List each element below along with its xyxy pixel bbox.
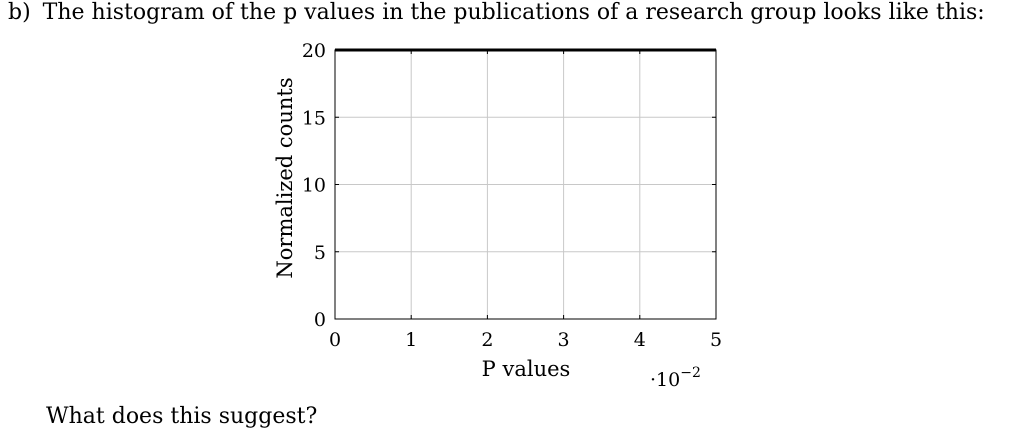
x-tick-label: 0 [329,329,341,351]
x-axis-scale-factor: ·10−2 [650,365,701,391]
x-tick-label: 3 [558,329,570,351]
y-tick-label: 0 [314,309,326,331]
x-axis-scale-base: ·10 [650,369,680,391]
y-axis-label: Normalized counts [273,77,297,278]
question-text: b) The histogram of the p values in the p… [8,0,985,26]
y-tick-label: 20 [302,40,326,62]
grid-lines [334,49,717,320]
x-axis-scale-exponent: −2 [680,365,701,381]
x-axis-label: P values [482,357,571,381]
x-tick-label: 1 [405,329,417,351]
x-tick-label: 5 [710,329,722,351]
x-tick-label: 4 [634,329,646,351]
question-prompt: What does this suggest? [46,404,318,429]
question-label: b) [8,0,31,25]
tick-labels: 0 1 2 3 4 5 0 5 10 15 20 [302,40,722,351]
x-tick-label: 2 [481,329,493,351]
y-tick-label: 15 [302,107,326,129]
question-body: The histogram of the p values in the pub… [42,0,985,25]
y-tick-label: 10 [302,175,326,197]
y-tick-label: 5 [314,242,326,264]
